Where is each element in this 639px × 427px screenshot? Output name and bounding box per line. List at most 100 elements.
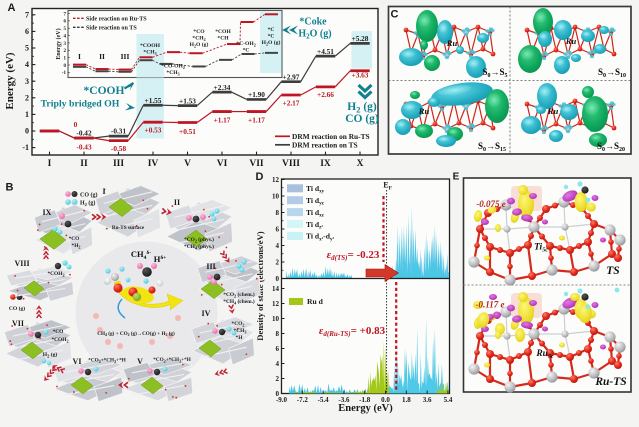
svg-text:*CH3: *CH3: [234, 328, 247, 334]
svg-text:5.4: 5.4: [444, 396, 453, 404]
svg-text:H2O (g): H2O (g): [262, 39, 281, 47]
svg-text:C: C: [391, 9, 399, 21]
svg-text:V: V: [184, 159, 191, 169]
svg-text:IV: IV: [202, 309, 211, 318]
svg-text:+1.17: +1.17: [248, 115, 265, 124]
svg-text:Ru: Ru: [418, 106, 430, 116]
svg-text:-5.4: -5.4: [318, 396, 330, 404]
svg-text:*COH: *COH: [215, 29, 231, 35]
svg-text:12: 12: [272, 176, 280, 184]
svg-text:*COOH: *COOH: [84, 85, 125, 97]
svg-text:+3.63: +3.63: [352, 71, 369, 80]
svg-text:IX: IX: [43, 208, 52, 217]
svg-text:*C: *C: [268, 33, 275, 39]
svg-text:H2O (g): H2O (g): [190, 41, 209, 49]
svg-text:A: A: [8, 2, 16, 14]
svg-text:7: 7: [25, 10, 29, 19]
svg-text:E: E: [453, 172, 460, 183]
svg-text:*CH4 (phys.): *CH4 (phys.): [184, 243, 214, 250]
svg-text:H2O (g): H2O (g): [298, 29, 331, 41]
svg-text:-0.43: -0.43: [76, 142, 92, 151]
svg-text:CH4 (g) + CO2 (g)→CO(g) + H2 (: CH4 (g) + CO2 (g)→CO(g) + H2 (g): [97, 330, 175, 337]
svg-text:*COOH: *COOH: [140, 43, 161, 49]
svg-text:*CO2 (phys.): *CO2 (phys.): [184, 236, 214, 243]
svg-text:IV: IV: [148, 159, 159, 169]
svg-text:+2.34: +2.34: [214, 83, 231, 92]
svg-text:3: 3: [25, 77, 29, 86]
svg-text:II: II: [99, 52, 105, 61]
svg-text:VI: VI: [217, 159, 228, 169]
svg-text:III: III: [121, 52, 130, 61]
svg-text:+2.97: +2.97: [283, 72, 300, 81]
svg-text:Ru: Ru: [565, 36, 577, 46]
svg-text:6: 6: [276, 345, 280, 353]
svg-text:+1.53: +1.53: [179, 96, 196, 105]
svg-text:CO (g): CO (g): [9, 305, 25, 312]
svg-text:Ru: Ru: [446, 38, 458, 48]
svg-text:Energy (eV): Energy (eV): [55, 28, 62, 59]
svg-text:*Coke: *Coke: [299, 17, 327, 28]
svg-text:+2.66: +2.66: [317, 90, 334, 99]
svg-text:-0.117 e: -0.117 e: [476, 300, 505, 310]
svg-text:0: 0: [25, 127, 29, 136]
svg-text:III: III: [206, 262, 215, 271]
svg-text:CO (g): CO (g): [80, 192, 98, 199]
svg-text:*H: *H: [236, 335, 244, 341]
svg-text:10: 10: [272, 192, 280, 200]
svg-text:14: 14: [272, 285, 280, 293]
svg-text:III: III: [113, 159, 124, 169]
svg-text:Energy (eV): Energy (eV): [4, 52, 16, 109]
svg-text:+4.51: +4.51: [317, 47, 334, 56]
svg-text:*C: *C: [268, 27, 275, 33]
svg-text:*CO2+*CH2+*H: *CO2+*CH2+*H: [88, 358, 126, 364]
svg-text:8: 8: [276, 209, 280, 217]
svg-text:H2 (g): H2 (g): [80, 200, 95, 208]
svg-text:6: 6: [25, 27, 29, 36]
svg-text:0: 0: [74, 120, 78, 129]
svg-text:*CO2: *CO2: [232, 321, 245, 327]
svg-text:*COH2: *COH2: [51, 337, 68, 343]
svg-text:VI: VI: [73, 357, 82, 366]
svg-text:D: D: [256, 171, 264, 183]
svg-text:CO (g): CO (g): [345, 113, 379, 125]
svg-text:*CO2+*CH3+*H: *CO2+*CH3+*H: [153, 357, 191, 363]
svg-text:II: II: [174, 198, 180, 207]
svg-text:*COH2: *COH2: [47, 271, 64, 277]
svg-text:*CH: *CH: [217, 35, 229, 41]
svg-text:IX: IX: [320, 159, 331, 169]
svg-text:*CO2 (chem.): *CO2 (chem.): [223, 291, 255, 298]
svg-text:-1: -1: [22, 143, 29, 152]
svg-text:0: 0: [276, 275, 280, 283]
svg-text:Energy (eV): Energy (eV): [338, 403, 393, 414]
svg-text:*CO: *CO: [69, 236, 80, 242]
svg-text:4: 4: [276, 242, 280, 250]
svg-text:12: 12: [272, 300, 280, 308]
svg-text:5: 5: [25, 44, 29, 53]
svg-text:2: 2: [276, 258, 280, 266]
svg-text:2: 2: [276, 375, 280, 383]
svg-text:*H2: *H2: [72, 243, 81, 249]
svg-text:+1.17: +1.17: [214, 115, 231, 124]
svg-text:Ru-TS: Ru-TS: [594, 376, 626, 388]
svg-text:H2 (g): H2 (g): [43, 351, 58, 359]
svg-text:V: V: [137, 357, 143, 366]
svg-text:*CH3: *CH3: [143, 49, 156, 56]
svg-text:1.8: 1.8: [402, 396, 411, 404]
svg-text:*CO: *CO: [53, 329, 64, 335]
svg-text:2: 2: [25, 93, 29, 102]
svg-text:*CO: *CO: [193, 29, 205, 35]
svg-text:I: I: [48, 159, 52, 169]
svg-text:8: 8: [276, 330, 280, 338]
svg-text:4: 4: [276, 360, 280, 368]
svg-text:*CH4 (chem.): *CH4 (chem.): [223, 298, 255, 305]
svg-text:Ru-TS surface: Ru-TS surface: [112, 225, 145, 231]
svg-text:*C: *C: [243, 47, 250, 53]
svg-text:I: I: [78, 52, 81, 61]
svg-text:+0.51: +0.51: [179, 127, 196, 136]
svg-text:3.6: 3.6: [423, 396, 432, 404]
svg-text:*CH3: *CH3: [166, 70, 179, 77]
svg-text:TS: TS: [606, 265, 619, 277]
svg-text:Triply bridged OH: Triply bridged OH: [41, 99, 120, 110]
svg-text:+2.17: +2.17: [283, 98, 300, 107]
svg-text:-9.0: -9.0: [276, 396, 288, 404]
